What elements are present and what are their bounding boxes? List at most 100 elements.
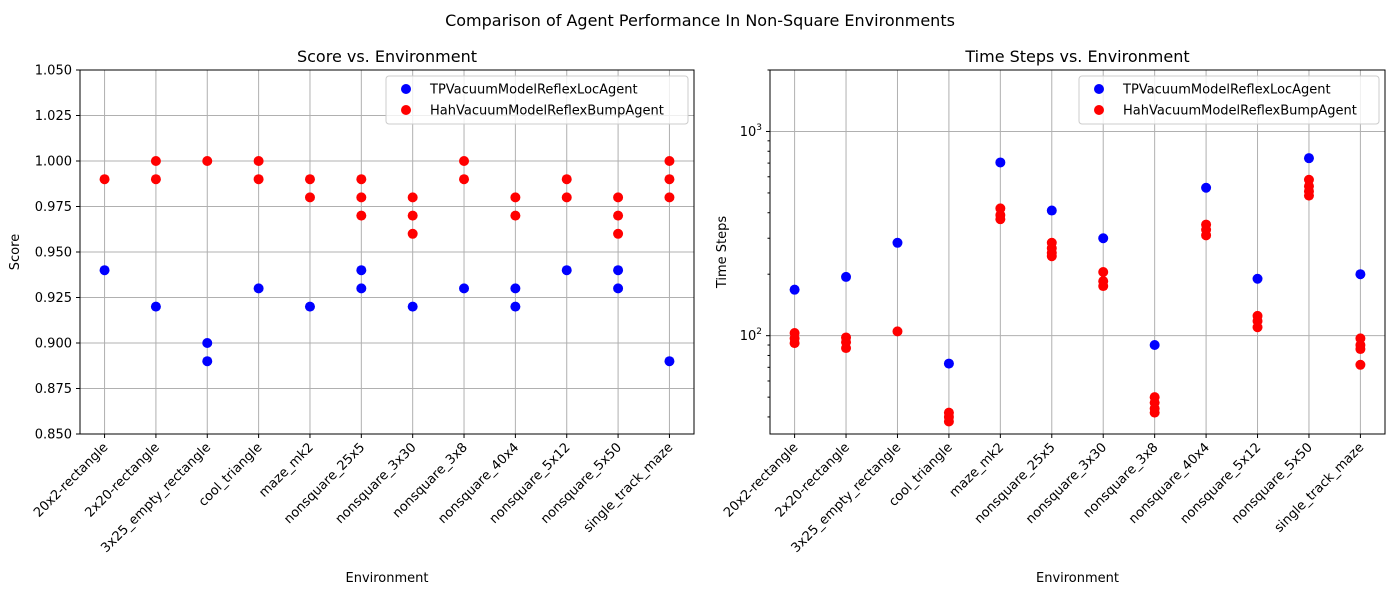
data-point [943, 416, 954, 427]
legend-label: TPVacuumModelReflexLocAgent [1122, 83, 1331, 98]
data-point [841, 271, 852, 282]
data-point [150, 301, 161, 312]
data-point [1098, 267, 1109, 278]
data-point [664, 174, 675, 185]
y-tick-label: 0.975 [35, 200, 72, 215]
data-point [995, 157, 1006, 168]
data-point [253, 174, 264, 185]
data-point [789, 284, 800, 295]
legend-box [1078, 75, 1380, 125]
data-point [1046, 205, 1057, 216]
data-point [1098, 233, 1109, 244]
y-tick-label: 0.850 [35, 428, 72, 443]
data-point [459, 283, 470, 294]
data-point [1355, 269, 1366, 280]
data-point [1149, 340, 1160, 351]
data-point [202, 156, 213, 166]
x-tick-label: single_track_maze [581, 440, 676, 535]
data-point [510, 301, 521, 312]
x-axis-label: Environment [1036, 571, 1119, 586]
data-point [892, 326, 903, 337]
series-tpvacuummodelreflexlocagent [789, 153, 1366, 369]
data-point [561, 174, 572, 185]
data-point [664, 192, 675, 203]
data-point [510, 283, 521, 294]
data-point [789, 338, 800, 349]
data-point [407, 210, 418, 221]
data-point [613, 265, 624, 276]
data-point [613, 210, 624, 221]
data-point [304, 301, 315, 312]
data-point [995, 214, 1006, 225]
data-point [613, 192, 624, 203]
y-axis-label: Score [8, 234, 23, 270]
legend-label: HahVacuumModelReflexBumpAgent [1123, 104, 1357, 119]
y-tick-label: 0.875 [35, 382, 72, 397]
data-point [356, 265, 367, 276]
series-hahvacuummodelreflexbumpagent [99, 156, 675, 239]
data-point [613, 283, 624, 294]
y-tick-label: 1.050 [35, 64, 72, 79]
data-point [1201, 230, 1212, 241]
data-point [1149, 407, 1160, 418]
data-point [150, 156, 161, 166]
data-point [253, 156, 264, 166]
data-point [1303, 190, 1314, 201]
data-point [407, 192, 418, 203]
data-point [459, 156, 470, 166]
y-tick-label: 0.925 [35, 291, 72, 306]
series-hahvacuummodelreflexbumpagent [789, 174, 1366, 427]
data-point [1046, 251, 1057, 262]
data-point [407, 228, 418, 239]
data-point [1355, 359, 1366, 370]
y-tick-label: 0.900 [35, 337, 72, 352]
data-point [664, 356, 675, 367]
legend-marker [401, 105, 411, 115]
data-point [1201, 182, 1212, 193]
y-tick-label: 103 [740, 123, 762, 140]
score-chart-title: Score vs. Environment [297, 47, 477, 66]
legend-marker [401, 84, 411, 94]
data-point [1252, 322, 1263, 333]
legend: TPVacuumModelReflexLocAgent HahVacuumMode… [1078, 75, 1380, 125]
data-point [356, 283, 367, 294]
data-point [99, 265, 110, 276]
data-point [510, 192, 521, 203]
data-point [99, 174, 110, 185]
data-point [356, 174, 367, 185]
data-point [561, 265, 572, 276]
data-point [892, 237, 903, 248]
data-point [841, 343, 852, 354]
data-point [943, 358, 954, 369]
data-point [202, 338, 213, 348]
y-tick-label: 102 [740, 327, 762, 344]
data-point [561, 192, 572, 203]
data-point [1252, 273, 1263, 284]
y-tick-label: 1.000 [35, 155, 72, 170]
data-point [1355, 344, 1366, 355]
data-point [407, 301, 418, 312]
data-point [459, 174, 470, 185]
y-axis-label: Time Steps [715, 216, 730, 290]
y-tick-label: 0.950 [35, 246, 72, 261]
legend-marker [1094, 84, 1104, 94]
data-point [510, 210, 521, 221]
legend-box [385, 75, 689, 125]
data-point [356, 192, 367, 203]
x-tick-label: single_track_maze [1272, 440, 1367, 535]
y-tick-label: 1.025 [35, 109, 72, 124]
timesteps-chart: 10210320x2-rectangle2x20-rectangle3x25_e… [715, 47, 1386, 586]
timesteps-chart-title: Time Steps vs. Environment [964, 47, 1189, 66]
plot-frame [769, 69, 1386, 435]
data-point [1098, 281, 1109, 292]
data-point [613, 228, 624, 239]
legend-label: TPVacuumModelReflexLocAgent [429, 83, 638, 98]
data-point [356, 210, 367, 221]
legend-label: HahVacuumModelReflexBumpAgent [430, 104, 664, 119]
figure-suptitle: Comparison of Agent Performance In Non-S… [445, 11, 955, 30]
data-point [202, 356, 213, 367]
series-tpvacuummodelreflexlocagent [99, 265, 675, 367]
data-point [150, 174, 161, 185]
data-point [304, 192, 315, 203]
data-point [664, 156, 675, 166]
